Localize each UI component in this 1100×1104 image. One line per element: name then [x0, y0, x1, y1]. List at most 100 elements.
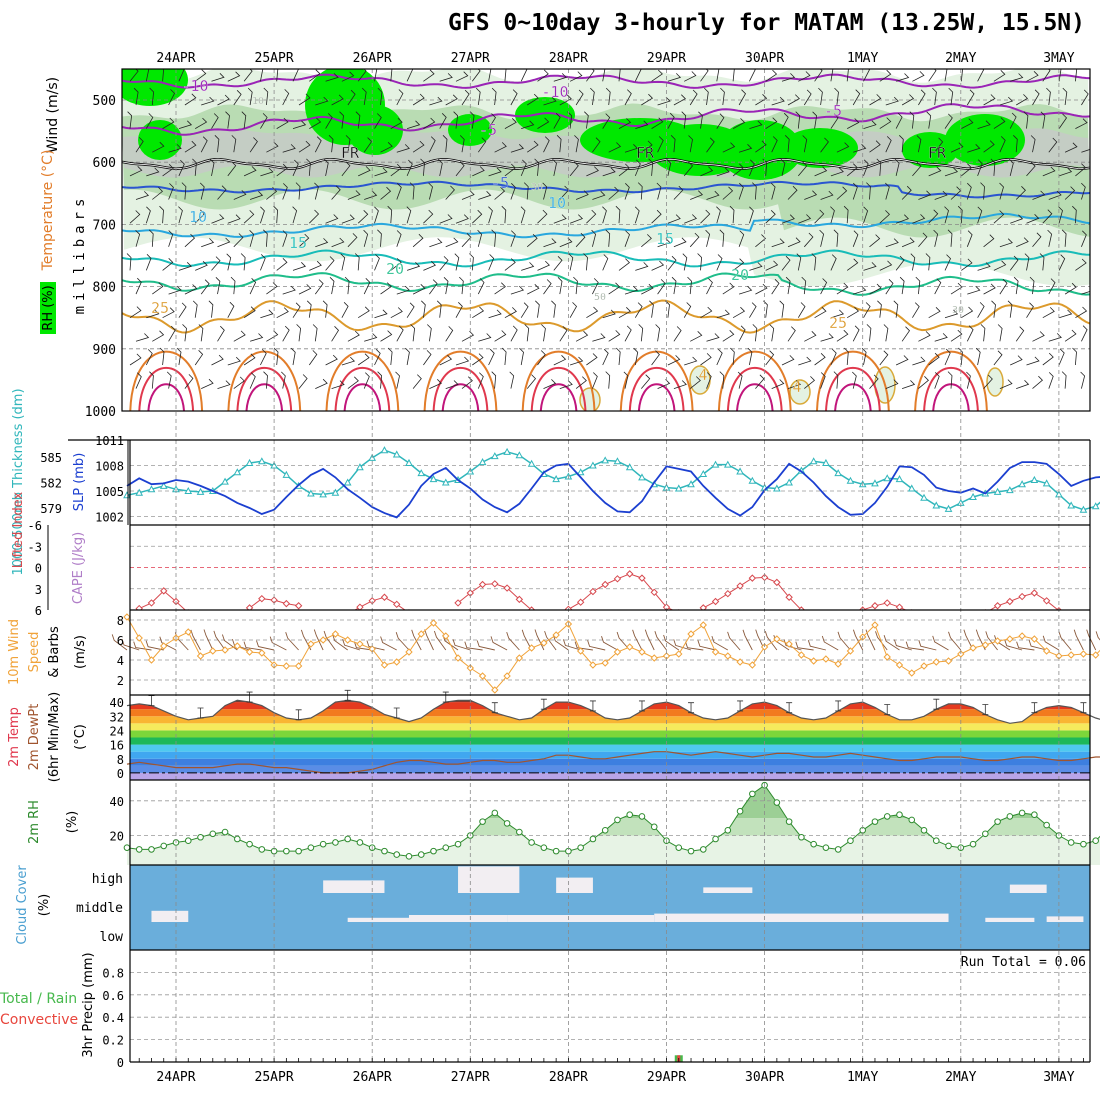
wind-barb [705, 229, 711, 247]
rh-unit: (%) [65, 811, 80, 834]
wind-speed-point [883, 653, 891, 661]
rh-2m-point [479, 818, 486, 825]
wind-barb [852, 182, 858, 200]
wind-barb [298, 284, 312, 295]
wind-barb [491, 371, 497, 389]
thickness-point [429, 475, 438, 483]
wind-barb [1032, 232, 1042, 248]
wind-speed-point [294, 662, 303, 670]
wind-barb [866, 324, 872, 342]
isotherm-10 [122, 212, 1090, 239]
wind-speed-point [724, 652, 732, 660]
wind-barb [1081, 143, 1090, 153]
wind-barb [406, 120, 421, 129]
cloud-bar-high [1009, 884, 1047, 893]
wind-barb [445, 237, 459, 248]
thickness-point [907, 484, 916, 492]
wind-barb [126, 253, 132, 271]
wind-barb [1013, 135, 1018, 153]
thickness-point [221, 477, 229, 485]
wind-barb [797, 161, 808, 177]
wind-barb [494, 330, 507, 342]
wind-barb [233, 376, 245, 389]
wind-barb [168, 285, 182, 295]
wind-barb [243, 306, 256, 319]
wind-barb [276, 307, 289, 319]
wind-barb [461, 190, 475, 200]
thickness-point [257, 457, 266, 465]
wind-barb [1058, 167, 1073, 177]
cape-label: CAPE (J/kg) [71, 532, 86, 604]
wind-barb [260, 167, 274, 177]
wind-barb [233, 90, 242, 106]
wind-barb [926, 111, 932, 129]
wind-barb [445, 326, 454, 342]
wind-barb [802, 135, 808, 153]
wind-speed-point [319, 636, 327, 644]
wind-barb [325, 113, 333, 129]
rh-2m-point [785, 818, 793, 825]
wind-barb [755, 94, 768, 106]
wind-barb [1023, 111, 1029, 129]
wind-barb [152, 141, 165, 153]
contour-label: -10 [181, 77, 208, 95]
wind-barb [1032, 375, 1043, 389]
wind-barb [322, 300, 328, 318]
rh-2m-point [430, 847, 437, 855]
isotherm-minus10 [122, 73, 1090, 89]
minmax-bar [246, 691, 253, 703]
wind-barb [993, 210, 1005, 224]
wind-barb [651, 260, 665, 271]
wind-speed-point [196, 652, 205, 660]
minmax-bar [295, 709, 302, 721]
lifted-index-point [711, 597, 720, 606]
wind-barb [934, 372, 940, 389]
wind-barb [233, 190, 247, 200]
wind-barb [523, 182, 529, 200]
wind-barb [667, 73, 682, 82]
wind-barb [689, 89, 698, 106]
wind-barb [135, 230, 141, 247]
wind-barb [526, 93, 539, 106]
wind-barb [282, 144, 296, 153]
wind-barb [1015, 94, 1029, 106]
contour-label: 10 [548, 194, 566, 212]
wind-barb [651, 350, 660, 366]
wind-barb-10m [424, 629, 434, 651]
wind-barb [347, 330, 360, 342]
thickness-point [625, 463, 634, 471]
warm-arch [539, 383, 578, 411]
thickness-point [1067, 501, 1076, 509]
wind-barb-10m [366, 640, 385, 651]
wind-barb [178, 159, 185, 177]
wind-barb [690, 190, 704, 200]
wind-barb-10m [332, 634, 348, 651]
wind-barb-10m [221, 634, 238, 651]
wind-barb [980, 182, 985, 200]
wind-barb-10m [353, 641, 373, 651]
wind-barb [781, 73, 796, 82]
wind-barb [635, 120, 649, 129]
wind-barb-10m [963, 629, 974, 651]
cloud-bar-middle [151, 910, 189, 922]
wind-tick: 8 [117, 614, 124, 628]
wind-barb [396, 230, 402, 247]
wind-barb [1048, 372, 1054, 389]
thickness-point [1006, 486, 1014, 494]
wind-barb [504, 69, 507, 82]
wind-barb-10m [755, 629, 766, 651]
wind-barb [249, 278, 257, 295]
rh-2m-point [589, 835, 597, 843]
wind-speed-point [1091, 651, 1100, 659]
wind-barb [162, 307, 175, 319]
wind-barb [461, 89, 470, 106]
wind-barb [357, 353, 370, 366]
temp-tick: 0 [117, 767, 124, 781]
wind-barb [1015, 326, 1025, 342]
wind-barb [716, 348, 723, 366]
wind-barb [706, 137, 715, 153]
wind-barb [910, 253, 916, 271]
wind-barb [1029, 276, 1035, 295]
rh-2m-point [1080, 840, 1087, 848]
wind-barb [148, 229, 154, 247]
